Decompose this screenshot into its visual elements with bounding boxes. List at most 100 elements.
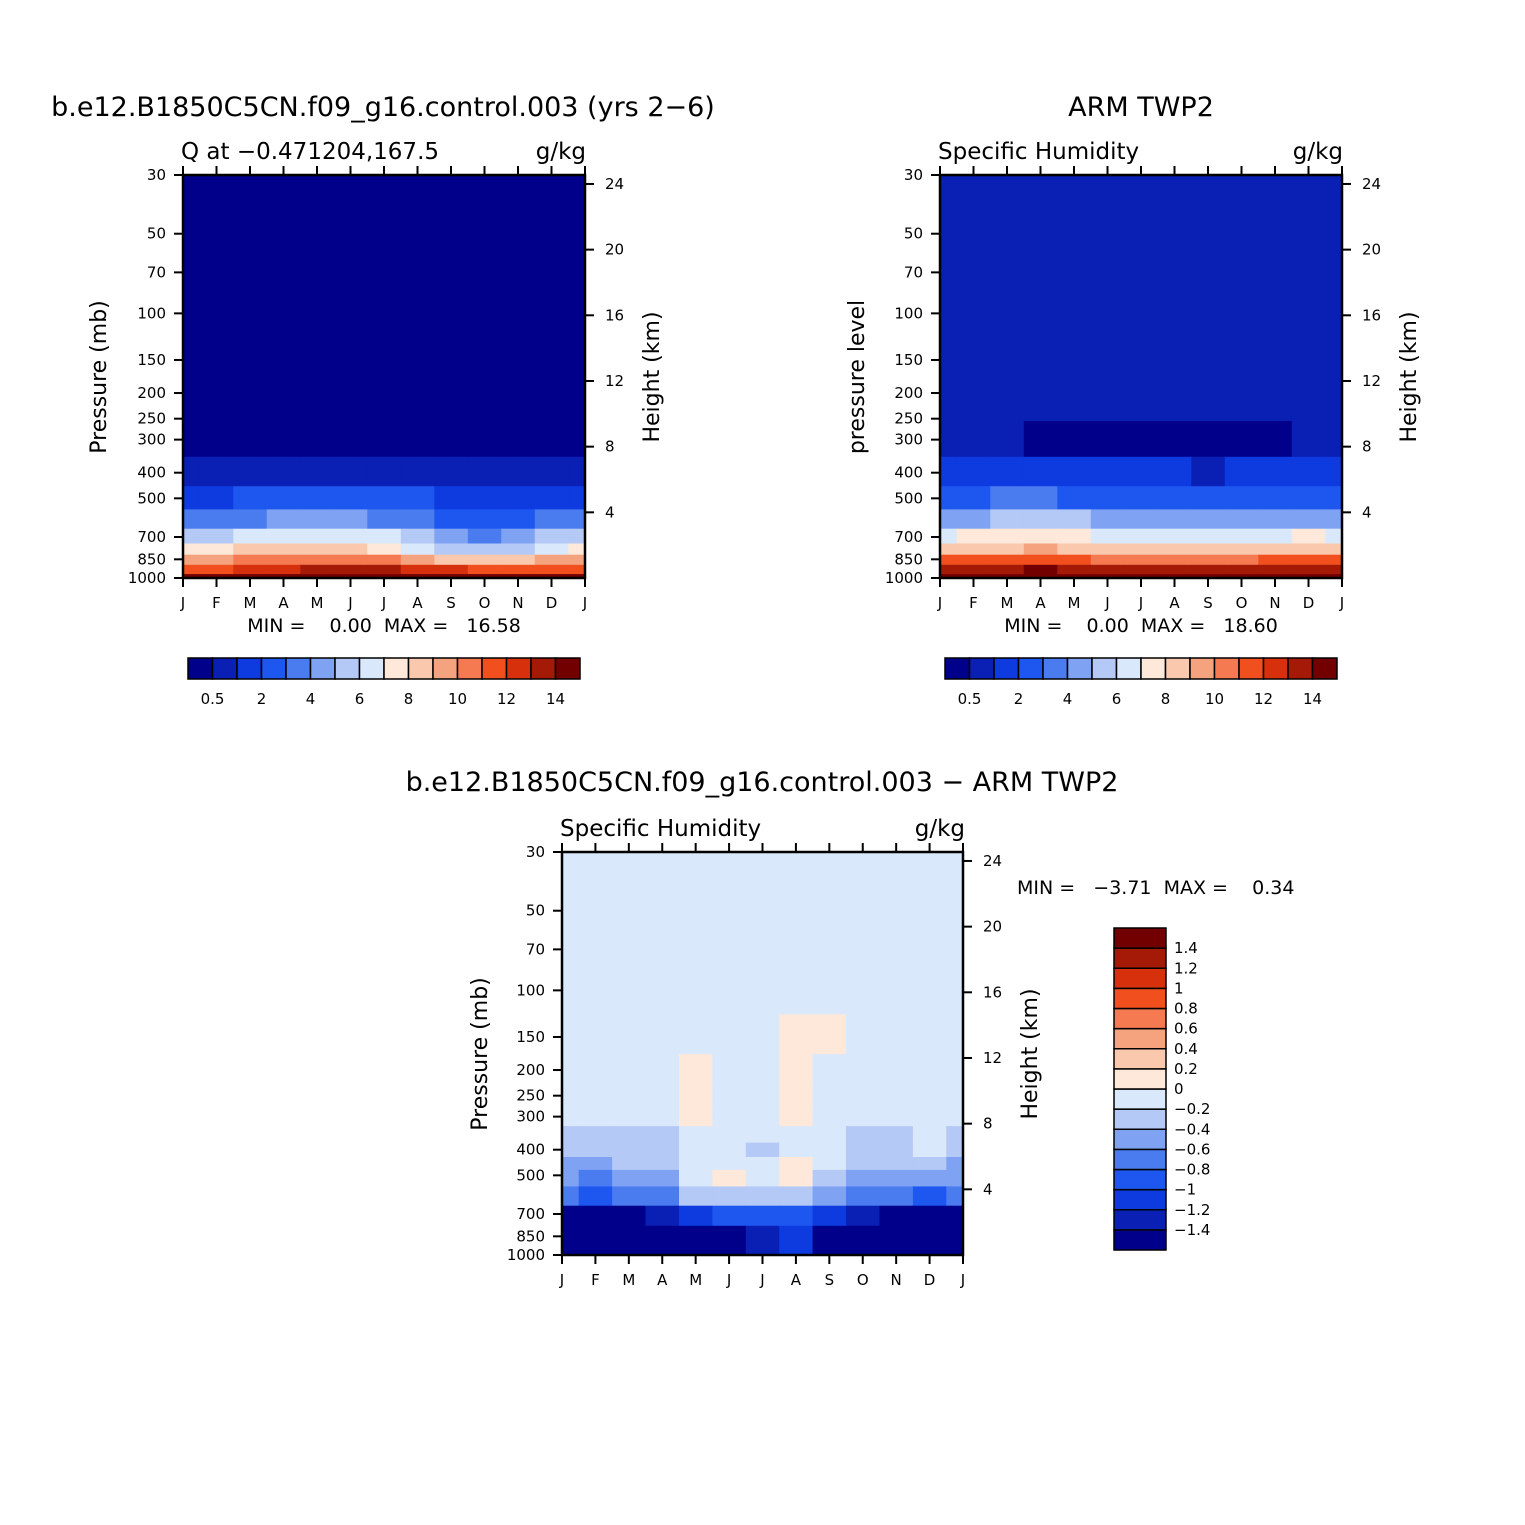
data-cell xyxy=(367,564,402,575)
data-cell xyxy=(745,1245,780,1256)
data-cell xyxy=(745,971,780,1015)
y-tick-label: 70 xyxy=(526,940,545,958)
data-cell xyxy=(233,508,268,529)
y-tick-label: 400 xyxy=(137,464,166,482)
data-cell xyxy=(1224,564,1259,575)
colorbar-box xyxy=(1113,1209,1167,1231)
x-tick-label: J xyxy=(1138,594,1143,612)
data-cell xyxy=(745,1205,780,1226)
data-cell xyxy=(1325,542,1343,555)
data-cell xyxy=(679,1156,713,1170)
data-cell xyxy=(501,456,536,487)
data-cell xyxy=(879,1225,914,1247)
data-cell xyxy=(333,421,368,457)
data-cell xyxy=(266,542,301,555)
x-tick-label: F xyxy=(591,1271,600,1289)
data-cell xyxy=(712,1082,747,1107)
data-cell xyxy=(467,564,502,575)
colorbar-box xyxy=(1140,657,1167,680)
panel3-ylabel: Pressure (mb) xyxy=(468,977,493,1131)
x-tick-label: N xyxy=(891,1271,902,1289)
data-cell xyxy=(946,1125,964,1143)
colorbar-label: −1.4 xyxy=(1174,1221,1210,1239)
data-cell xyxy=(745,1142,780,1157)
data-cell xyxy=(367,542,402,555)
data-cell xyxy=(1258,508,1293,529)
panel1-subtitle-units: g/kg xyxy=(536,139,586,165)
data-cell xyxy=(1191,554,1226,565)
data-cell xyxy=(879,1053,914,1084)
data-cell xyxy=(1224,456,1259,487)
x-tick-label: O xyxy=(1236,594,1248,612)
colorbar-label: 14 xyxy=(546,690,565,708)
data-cell xyxy=(712,1225,747,1247)
data-cell xyxy=(779,1156,814,1170)
data-cell xyxy=(1023,573,1058,579)
data-cell xyxy=(1057,456,1092,487)
x-tick-label: A xyxy=(278,594,289,612)
y-tick-label: 500 xyxy=(137,489,166,507)
colorbar-label: −1.2 xyxy=(1174,1201,1210,1219)
data-cell xyxy=(779,1225,814,1247)
data-cell xyxy=(1023,508,1058,529)
data-cell xyxy=(578,1142,613,1157)
data-cell xyxy=(679,1053,713,1084)
data-cell xyxy=(745,1053,780,1084)
data-cell xyxy=(645,1205,680,1226)
data-cell xyxy=(912,1156,947,1170)
data-cell xyxy=(367,554,402,565)
data-cell xyxy=(612,1106,647,1127)
data-cell xyxy=(400,554,435,565)
colorbar-box xyxy=(968,657,995,680)
panel3-minmax: MIN = −3.71 MAX = 0.34 xyxy=(1017,877,1294,899)
data-cell xyxy=(846,1013,880,1055)
data-cell xyxy=(266,573,301,579)
data-cell xyxy=(534,573,569,579)
data-cell xyxy=(1124,554,1159,565)
y-tick-label: 150 xyxy=(137,351,166,369)
colorbar-box xyxy=(1113,1048,1167,1070)
x-tick-label: O xyxy=(479,594,491,612)
data-cell xyxy=(879,1169,914,1187)
data-cell xyxy=(266,508,301,529)
panel3-subtitle-left: Specific Humidity xyxy=(560,816,761,842)
y-tick-label: 1000 xyxy=(128,569,166,587)
data-cell xyxy=(1057,542,1092,555)
colorbar-box xyxy=(530,657,557,680)
data-cell xyxy=(1291,456,1326,487)
panel1-colorbar: 0.5 2 4 6 8 10 12 14 xyxy=(187,657,581,708)
y-tick-label: 500 xyxy=(516,1166,545,1184)
colorbar-box xyxy=(432,657,459,680)
data-cell xyxy=(812,1169,847,1187)
y2-tick-label: 12 xyxy=(983,1049,1002,1067)
y-tick-label: 30 xyxy=(526,843,545,861)
data-cell xyxy=(912,1169,947,1187)
colorbar-box xyxy=(1213,657,1240,680)
data-cell xyxy=(367,421,402,457)
data-cell xyxy=(779,1205,814,1226)
data-cell xyxy=(367,456,402,487)
x-tick-label: J xyxy=(726,1271,731,1289)
data-cell xyxy=(1023,542,1058,555)
panel2-minmax: MIN = 0.00 MAX = 18.60 xyxy=(1004,615,1278,637)
data-cell xyxy=(956,421,991,457)
data-cell xyxy=(1258,542,1293,555)
data-cell xyxy=(940,421,958,457)
data-cell xyxy=(812,1082,847,1107)
data-cell xyxy=(400,456,435,487)
data-cell xyxy=(940,542,958,555)
data-cell xyxy=(612,1053,647,1084)
data-cell xyxy=(367,528,402,544)
panel3-y2label: Height (km) xyxy=(1018,988,1043,1119)
data-cell xyxy=(1191,421,1226,457)
data-cell xyxy=(1291,528,1326,544)
data-cell xyxy=(1258,564,1293,575)
data-cell xyxy=(1191,456,1226,487)
y2-tick-label: 4 xyxy=(605,503,615,521)
colorbar-label: 10 xyxy=(448,690,467,708)
data-cell xyxy=(501,528,536,544)
data-cell xyxy=(1157,554,1192,565)
y-tick-label: 1000 xyxy=(885,569,923,587)
data-cell xyxy=(266,456,301,487)
data-cell xyxy=(367,485,402,510)
